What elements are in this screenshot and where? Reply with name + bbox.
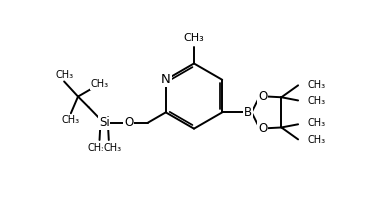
Text: CH₃: CH₃ [91, 79, 109, 89]
Text: CH₃: CH₃ [104, 143, 122, 153]
Text: Si: Si [99, 116, 109, 129]
Text: B: B [243, 106, 252, 119]
Text: CH₃: CH₃ [87, 143, 106, 153]
Text: O: O [124, 116, 133, 129]
Text: CH₃: CH₃ [184, 33, 204, 43]
Text: CH₃: CH₃ [307, 135, 325, 145]
Text: O: O [258, 90, 267, 103]
Text: CH₃: CH₃ [307, 96, 325, 106]
Text: O: O [258, 122, 267, 135]
Text: CH₃: CH₃ [62, 115, 80, 125]
Text: N: N [161, 73, 170, 86]
Text: CH₃: CH₃ [307, 80, 325, 89]
Text: CH₃: CH₃ [307, 119, 325, 128]
Text: CH₃: CH₃ [55, 70, 73, 80]
